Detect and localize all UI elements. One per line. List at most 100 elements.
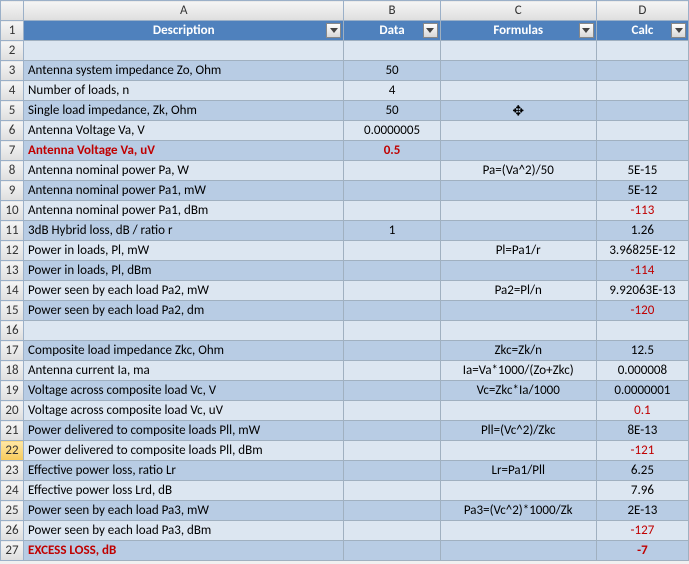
header-calc[interactable]: Calc [596,21,688,41]
cell-D27[interactable]: -7 [596,541,688,561]
row-header-27[interactable]: 27 [1,541,24,561]
cell-B7[interactable]: 0.5 [344,141,440,161]
filter-dropdown-D[interactable] [671,23,686,38]
cell-B9[interactable] [344,181,440,201]
row-header-18[interactable]: 18 [1,361,24,381]
cell-A20[interactable]: Voltage across composite load Vc, uV [24,401,344,421]
row-header-21[interactable]: 21 [1,421,24,441]
cell-C10[interactable] [440,201,596,221]
cell-D20[interactable]: 0.1 [596,401,688,421]
cell-A5[interactable]: Single load impedance, Zk, Ohm [24,101,344,121]
row-header-9[interactable]: 9 [1,181,24,201]
cell-D21[interactable]: 8E-13 [596,421,688,441]
row-header-17[interactable]: 17 [1,341,24,361]
header-formulas[interactable]: Formulas [440,21,596,41]
cell-A26[interactable]: Power seen by each load Pa3, dBm [24,521,344,541]
cell-D26[interactable]: -127 [596,521,688,541]
cell-C22[interactable] [440,441,596,461]
row-header-7[interactable]: 7 [1,141,24,161]
cell-D8[interactable]: 5E-15 [596,161,688,181]
cell-A24[interactable]: Effective power loss Lrd, dB [24,481,344,501]
cell-D7[interactable] [596,141,688,161]
cell-B4[interactable]: 4 [344,81,440,101]
cell-C27[interactable] [440,541,596,561]
row-header-4[interactable]: 4 [1,81,24,101]
filter-dropdown-B[interactable] [423,23,438,38]
row-header-25[interactable]: 25 [1,501,24,521]
cell-C13[interactable] [440,261,596,281]
cell-D2[interactable] [596,41,688,61]
cell-D24[interactable]: 7.96 [596,481,688,501]
cell-B8[interactable] [344,161,440,181]
cell-C24[interactable] [440,481,596,501]
cell-D19[interactable]: 0.0000001 [596,381,688,401]
cell-D14[interactable]: 9.92063E-13 [596,281,688,301]
row-header-22[interactable]: 22 [1,441,24,461]
cell-D23[interactable]: 6.25 [596,461,688,481]
cell-B24[interactable] [344,481,440,501]
cell-B14[interactable] [344,281,440,301]
cell-D11[interactable]: 1.26 [596,221,688,241]
row-header-12[interactable]: 12 [1,241,24,261]
cell-A23[interactable]: Effective power loss, ratio Lr [24,461,344,481]
cell-A7[interactable]: Antenna Voltage Va, uV [24,141,344,161]
cell-A14[interactable]: Power seen by each load Pa2, mW [24,281,344,301]
cell-B27[interactable] [344,541,440,561]
cell-C6[interactable] [440,121,596,141]
cell-C14[interactable]: Pa2=Pl/n [440,281,596,301]
cell-B13[interactable] [344,261,440,281]
cell-C2[interactable] [440,41,596,61]
cell-A18[interactable]: Antenna current Ia, ma [24,361,344,381]
cell-C26[interactable] [440,521,596,541]
cell-C3[interactable] [440,61,596,81]
cell-D15[interactable]: -120 [596,301,688,321]
filter-dropdown-A[interactable] [326,23,341,38]
header-data[interactable]: Data [344,21,440,41]
cell-B22[interactable] [344,441,440,461]
cell-C7[interactable] [440,141,596,161]
cell-C5[interactable]: ✥ [440,101,596,121]
cell-B12[interactable] [344,241,440,261]
col-header-D[interactable]: D [596,1,688,21]
row-header-3[interactable]: 3 [1,61,24,81]
cell-B17[interactable] [344,341,440,361]
row-header-26[interactable]: 26 [1,521,24,541]
row-header-23[interactable]: 23 [1,461,24,481]
cell-C19[interactable]: Vc=Zkc*Ia/1000 [440,381,596,401]
cell-A4[interactable]: Number of loads, n [24,81,344,101]
cell-A15[interactable]: Power seen by each load Pa2, dm [24,301,344,321]
cell-A12[interactable]: Power in loads, Pl, mW [24,241,344,261]
row-header-10[interactable]: 10 [1,201,24,221]
cell-D4[interactable] [596,81,688,101]
row-header-19[interactable]: 19 [1,381,24,401]
cell-C18[interactable]: Ia=Va*1000/(Zo+Zkc) [440,361,596,381]
cell-D5[interactable] [596,101,688,121]
cell-C17[interactable]: Zkc=Zk/n [440,341,596,361]
cell-A9[interactable]: Antenna nominal power Pa1, mW [24,181,344,201]
cell-A22[interactable]: Power delivered to composite loads Pll, … [24,441,344,461]
row-header-24[interactable]: 24 [1,481,24,501]
cell-A3[interactable]: Antenna system impedance Zo, Ohm [24,61,344,81]
row-header-20[interactable]: 20 [1,401,24,421]
cell-C15[interactable] [440,301,596,321]
cell-B21[interactable] [344,421,440,441]
cell-D12[interactable]: 3.96825E-12 [596,241,688,261]
row-header-5[interactable]: 5 [1,101,24,121]
cell-B3[interactable]: 50 [344,61,440,81]
row-header-14[interactable]: 14 [1,281,24,301]
cell-A17[interactable]: Composite load impedance Zkc, Ohm [24,341,344,361]
cell-C11[interactable] [440,221,596,241]
cell-D6[interactable] [596,121,688,141]
cell-D18[interactable]: 0.000008 [596,361,688,381]
cell-C25[interactable]: Pa3=(Vc^2)*1000/Zk [440,501,596,521]
cell-B25[interactable] [344,501,440,521]
cell-B18[interactable] [344,361,440,381]
cell-A11[interactable]: 3dB Hybrid loss, dB / ratio r [24,221,344,241]
cell-A25[interactable]: Power seen by each load Pa3, mW [24,501,344,521]
cell-B11[interactable]: 1 [344,221,440,241]
cell-C21[interactable]: Pll=(Vc^2)/Zkc [440,421,596,441]
cell-A27[interactable]: EXCESS LOSS, dB [24,541,344,561]
cell-D3[interactable] [596,61,688,81]
cell-B2[interactable] [344,41,440,61]
cell-A2[interactable] [24,41,344,61]
